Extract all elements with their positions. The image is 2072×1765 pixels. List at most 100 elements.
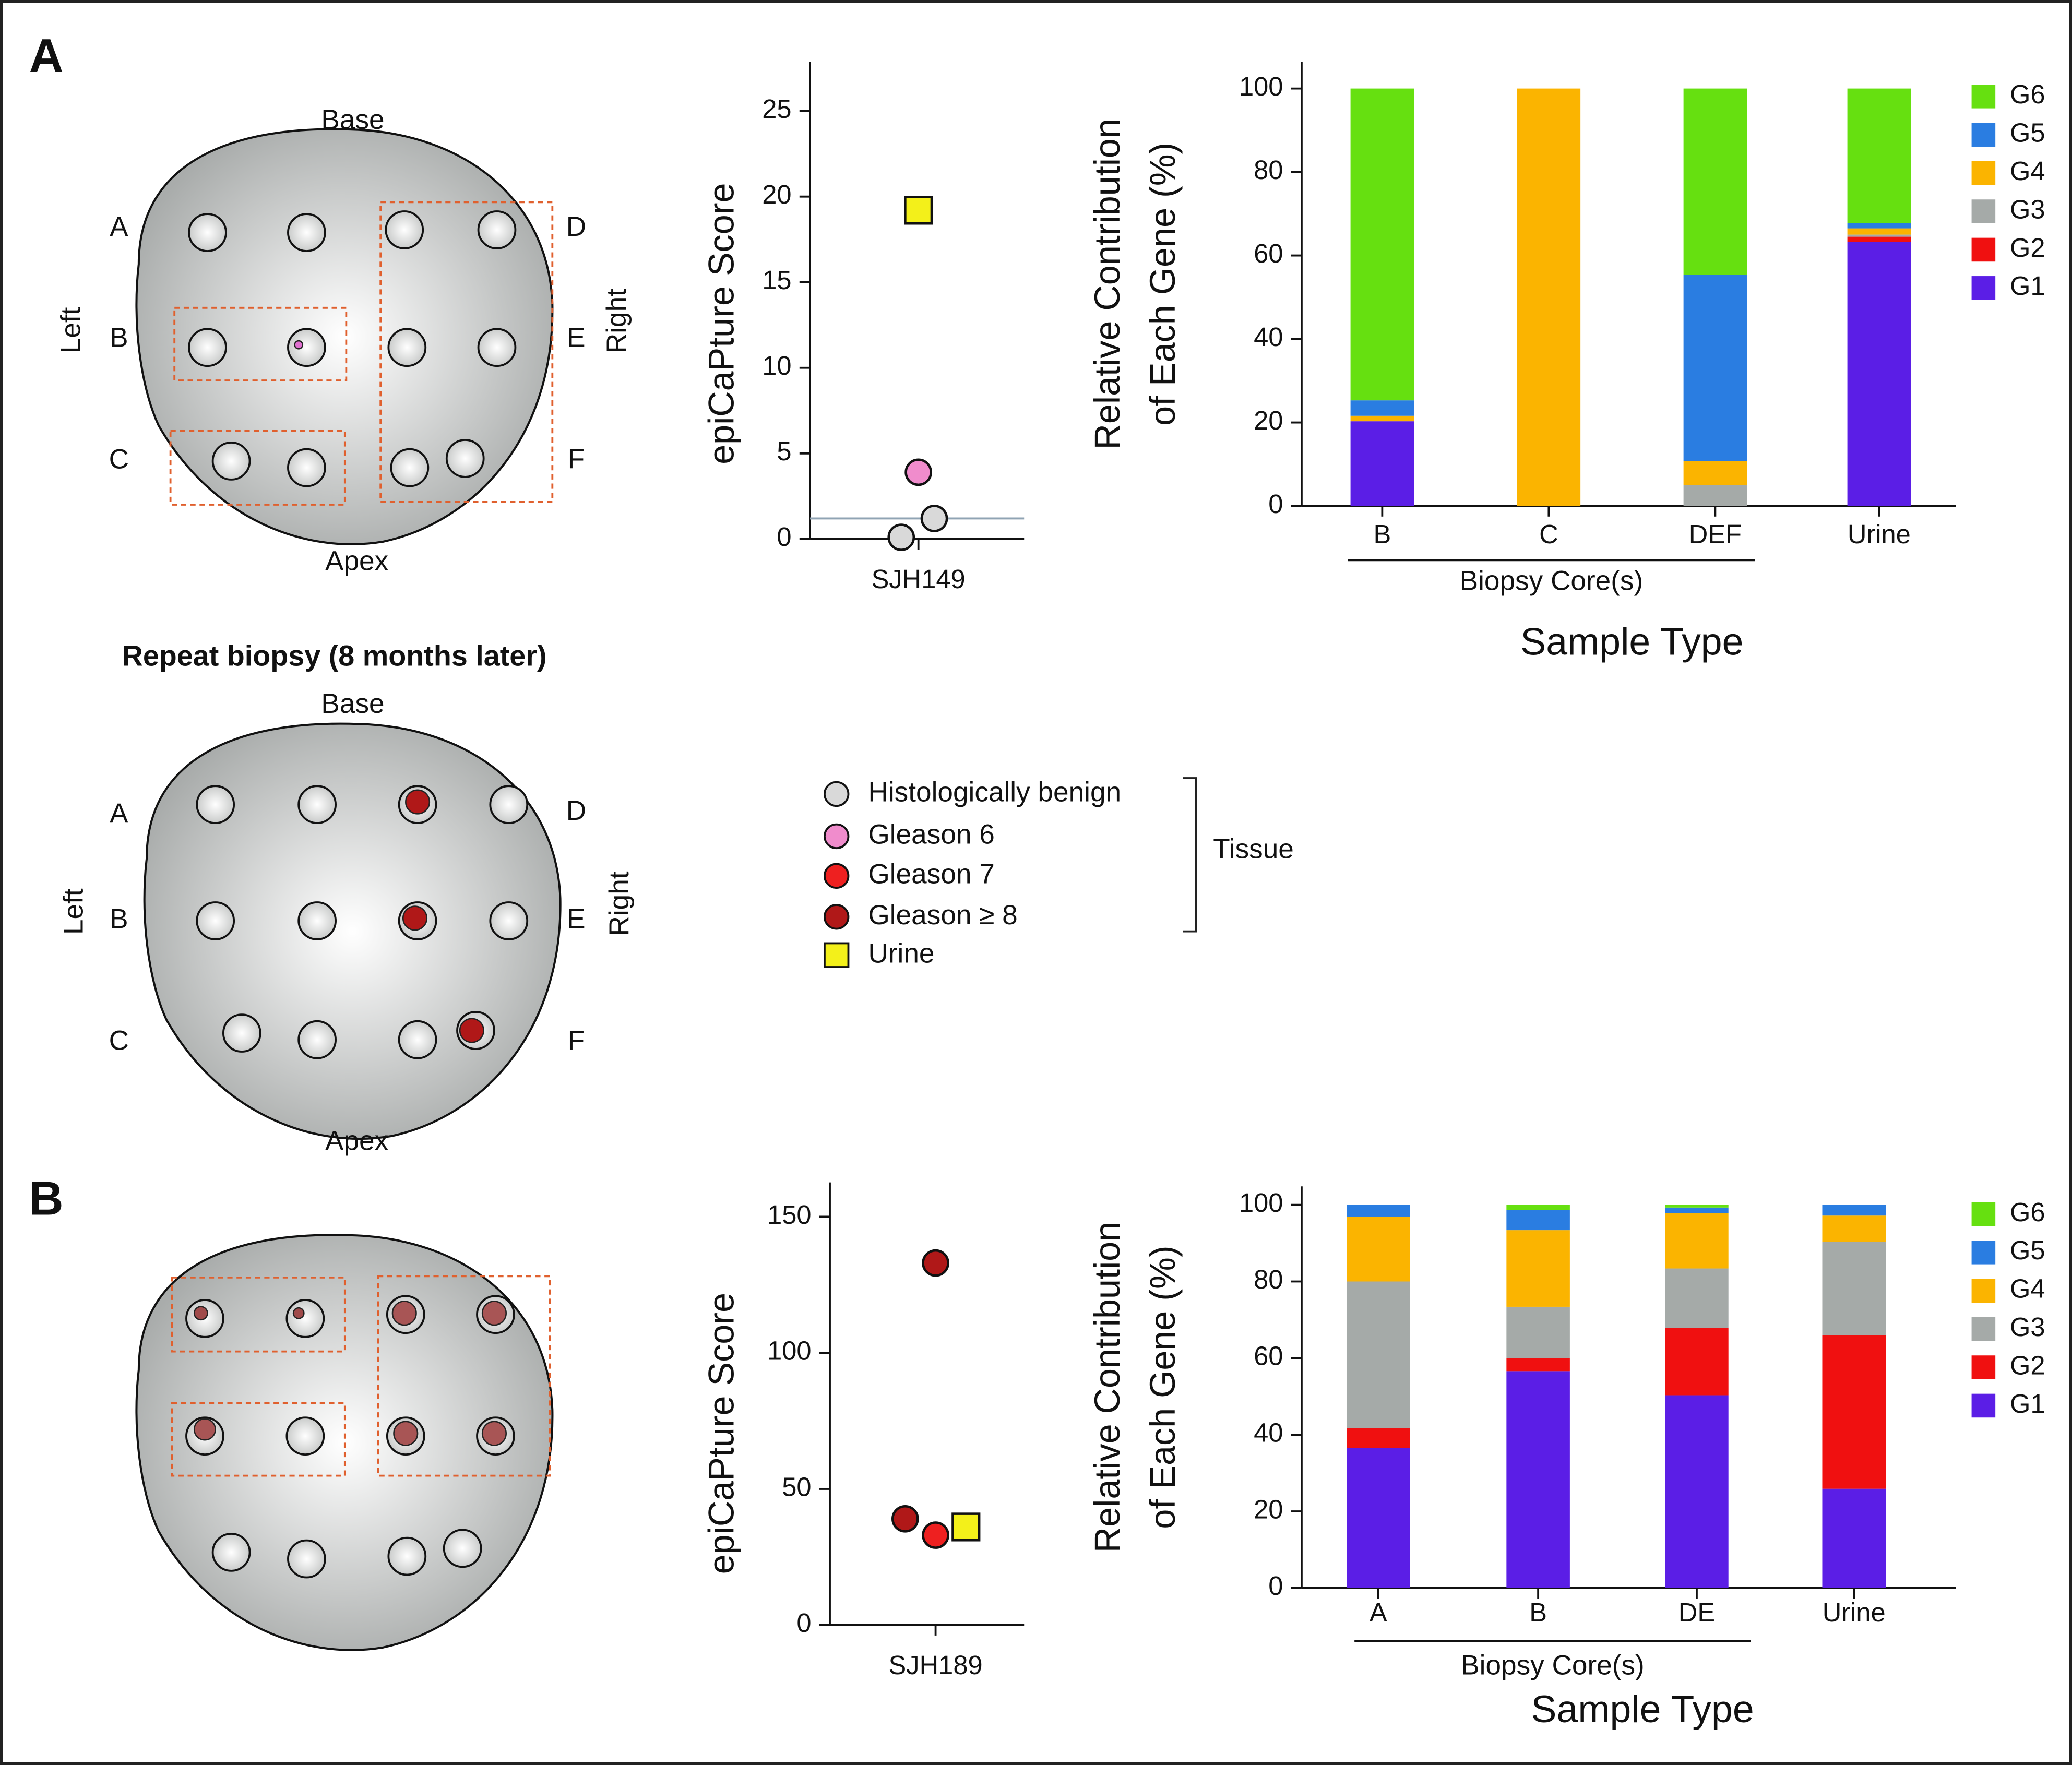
group-label: Biopsy Core(s) xyxy=(1460,565,1644,596)
row-label: A xyxy=(110,798,128,829)
bar-segment xyxy=(1822,1242,1886,1336)
bar-segment xyxy=(1822,1335,1886,1489)
legend-label: G5 xyxy=(2010,1235,2045,1265)
legend-swatch xyxy=(1971,1317,1996,1341)
y-tick-label: 10 xyxy=(762,351,791,380)
biopsy-core xyxy=(297,1020,337,1059)
biopsy-core xyxy=(188,213,227,252)
legend-symbol xyxy=(823,942,850,968)
biopsy-core xyxy=(297,785,337,824)
bar-segment xyxy=(1665,1205,1729,1208)
y-tick-label: 20 xyxy=(1254,406,1283,435)
legend-swatch xyxy=(1971,276,1996,300)
y-tick-label: 0 xyxy=(1268,1571,1283,1601)
repeat-title: Repeat biopsy (8 months later) xyxy=(122,639,547,672)
chart: 0 5 10 15 20 25 SJH149 epiCaPture Score xyxy=(702,62,1025,594)
cancer-focus xyxy=(193,1418,216,1441)
bar-segment xyxy=(1847,242,1911,506)
y-tick-label: 60 xyxy=(1254,238,1283,268)
legend-label: Urine xyxy=(868,938,934,969)
bar-segment xyxy=(1822,1488,1886,1588)
row-label: F xyxy=(568,444,585,475)
tissue-point xyxy=(922,1521,949,1549)
legend-label: Gleason ≥ 8 xyxy=(868,900,1017,931)
region-box xyxy=(173,306,348,381)
y-axis-title: of Each Gene (%) xyxy=(1143,1245,1183,1529)
prostate-diagram xyxy=(143,722,562,1140)
biopsy-core xyxy=(398,1020,437,1059)
legend-swatch xyxy=(1971,85,1996,109)
legend-label: Gleason 7 xyxy=(868,858,994,889)
cancer-focus xyxy=(393,1421,419,1446)
legend-label: G5 xyxy=(2010,118,2045,148)
y-tick-label: 15 xyxy=(762,265,791,295)
legend-swatch xyxy=(1971,237,1996,262)
y-tick-label: 80 xyxy=(1254,1265,1283,1294)
legend-symbol xyxy=(823,823,850,850)
bar-segment xyxy=(1506,1230,1570,1307)
cancer-focus xyxy=(481,1301,507,1326)
legend-label: G1 xyxy=(2010,271,2045,301)
biopsy-core xyxy=(188,328,227,367)
biopsy-core xyxy=(211,1533,251,1572)
prostate-outline xyxy=(135,128,554,545)
y-tick-label: 40 xyxy=(1254,1418,1283,1448)
bar-segment xyxy=(1350,415,1414,422)
bar-segment xyxy=(1346,1281,1410,1428)
cancer-focus xyxy=(391,1301,417,1326)
urine-point xyxy=(904,196,933,225)
left-label: Left xyxy=(58,888,89,935)
biopsy-core xyxy=(390,448,430,487)
group-label: Biopsy Core(s) xyxy=(1461,1650,1645,1681)
y-tick-label: 5 xyxy=(777,436,791,466)
tissue-point xyxy=(920,505,948,532)
x-tick-label: Urine xyxy=(1848,519,1911,549)
bar-segment xyxy=(1847,236,1911,242)
cancer-focus xyxy=(193,1306,208,1321)
row-label: C xyxy=(109,1025,129,1056)
bar-segment xyxy=(1683,485,1747,506)
legend-label: G2 xyxy=(2010,1350,2045,1380)
biopsy-core xyxy=(287,213,326,252)
bar-segment xyxy=(1683,461,1747,485)
bar-segment xyxy=(1346,1217,1410,1282)
y-tick-label: 25 xyxy=(762,94,791,124)
legend-swatch xyxy=(1971,1355,1996,1379)
biopsy-core xyxy=(477,328,517,367)
y-axis-title: Relative Contribution xyxy=(1088,1222,1127,1553)
bar-segment xyxy=(1350,400,1414,416)
bar-segment xyxy=(1665,1268,1729,1328)
row-label: C xyxy=(109,444,129,475)
row-label: E xyxy=(567,323,585,353)
row-label: A xyxy=(110,211,128,242)
biopsy-core xyxy=(287,448,326,487)
x-tick-label: SJH149 xyxy=(872,564,966,594)
legend-swatch xyxy=(1971,161,1996,185)
cancer-focus xyxy=(481,1421,507,1446)
row-label: E xyxy=(567,903,585,934)
legend-label: Gleason 6 xyxy=(868,819,994,850)
y-tick-label: 150 xyxy=(767,1200,811,1230)
biopsy-core xyxy=(285,1416,325,1456)
row-label: B xyxy=(110,903,128,934)
x-tick-label: B xyxy=(1529,1597,1547,1627)
y-axis-title: of Each Gene (%) xyxy=(1143,142,1183,426)
left-label: Left xyxy=(55,307,86,353)
legend-swatch xyxy=(1971,1279,1996,1303)
row-label: D xyxy=(566,211,586,242)
legend-swatch xyxy=(1971,199,1996,223)
y-axis-title: epiCaPture Score xyxy=(702,183,742,464)
bar-segment xyxy=(1847,228,1911,235)
legend-label: G2 xyxy=(2010,233,2045,263)
biopsy-core xyxy=(443,1529,482,1568)
bar-segment xyxy=(1665,1207,1729,1213)
biopsy-core xyxy=(387,328,427,367)
legend-label: G6 xyxy=(2010,79,2045,109)
x-tick-label: DEF xyxy=(1689,519,1742,549)
bar-segment xyxy=(1665,1328,1729,1396)
bar-segment xyxy=(1665,1213,1729,1269)
y-tick-label: 100 xyxy=(1239,1188,1283,1218)
legend-swatch xyxy=(1971,1202,1996,1226)
